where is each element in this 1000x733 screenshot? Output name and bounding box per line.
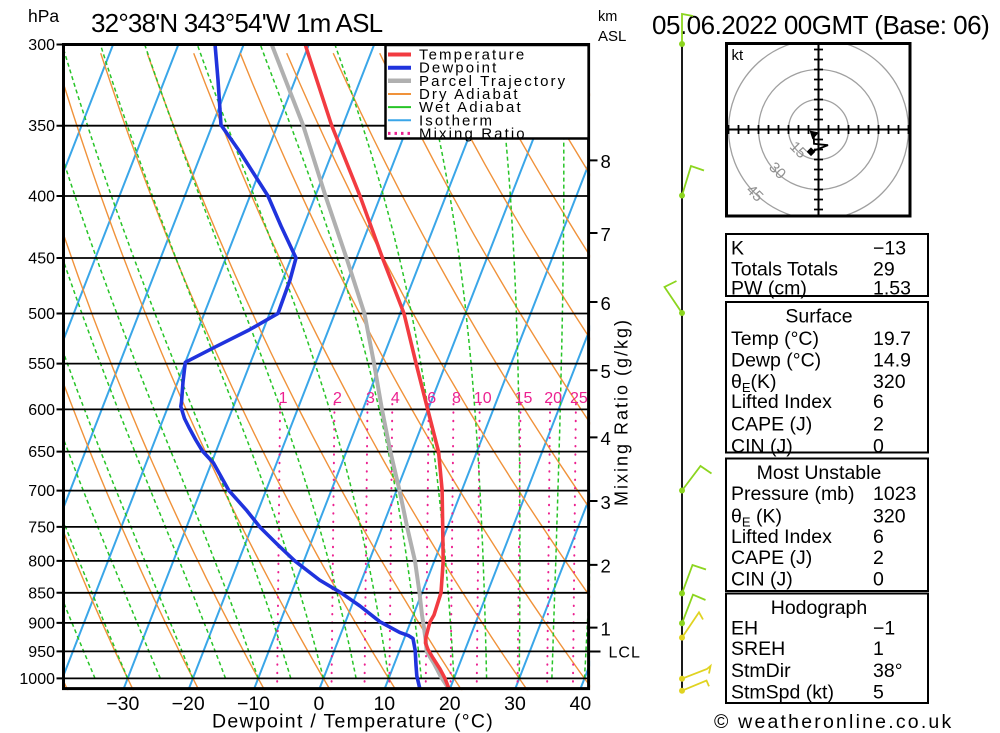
svg-text:Dewp (°C): Dewp (°C) (731, 350, 821, 372)
svg-text:500: 500 (28, 306, 55, 323)
svg-text:800: 800 (28, 553, 55, 570)
svg-text:CAPE (J): CAPE (J) (731, 414, 812, 436)
svg-text:StmSpd (kt): StmSpd (kt) (731, 681, 834, 703)
svg-text:450: 450 (28, 251, 55, 268)
svg-text:6: 6 (873, 391, 884, 413)
svg-text:14.9: 14.9 (873, 350, 911, 372)
svg-text:850: 850 (28, 585, 55, 602)
svg-text:0: 0 (873, 569, 884, 591)
svg-text:−10: −10 (237, 693, 270, 715)
svg-text:0: 0 (313, 693, 324, 715)
svg-text:900: 900 (28, 615, 55, 632)
svg-text:θE (K): θE (K) (731, 506, 782, 530)
svg-text:20: 20 (439, 693, 461, 715)
svg-text:Temp (°C): Temp (°C) (731, 328, 819, 350)
svg-text:SREH: SREH (731, 638, 785, 660)
svg-text:2: 2 (873, 414, 884, 436)
svg-text:hPa: hPa (28, 6, 59, 26)
svg-text:−30: −30 (106, 693, 139, 715)
svg-text:PW (cm): PW (cm) (731, 278, 807, 300)
svg-text:θE(K): θE(K) (731, 371, 777, 395)
svg-text:700: 700 (28, 483, 55, 500)
svg-text:0: 0 (873, 435, 884, 457)
svg-text:LCL: LCL (609, 645, 641, 662)
svg-text:1: 1 (601, 618, 611, 639)
svg-text:15: 15 (515, 390, 533, 407)
svg-text:4: 4 (391, 390, 400, 407)
svg-text:1023: 1023 (873, 483, 916, 505)
svg-text:Pressure (mb): Pressure (mb) (731, 483, 855, 505)
svg-text:8: 8 (601, 151, 611, 172)
svg-text:7: 7 (601, 224, 611, 245)
svg-text:Lifted Index: Lifted Index (731, 526, 832, 548)
svg-text:32°38'N 343°54'W 1m ASL: 32°38'N 343°54'W 1m ASL (91, 8, 383, 38)
svg-text:Wet Adiabat: Wet Adiabat (419, 99, 523, 116)
svg-text:400: 400 (28, 189, 55, 206)
svg-text:CAPE (J): CAPE (J) (731, 547, 812, 569)
svg-text:Dewpoint: Dewpoint (419, 60, 498, 77)
svg-text:3: 3 (366, 390, 375, 407)
svg-text:Isotherm: Isotherm (419, 112, 494, 129)
svg-text:350: 350 (28, 118, 55, 135)
svg-text:4: 4 (601, 428, 611, 449)
svg-text:30: 30 (504, 693, 526, 715)
svg-text:EH: EH (731, 618, 758, 640)
svg-text:3: 3 (601, 492, 611, 513)
svg-text:25: 25 (570, 390, 588, 407)
svg-text:19.7: 19.7 (873, 328, 911, 350)
svg-text:K: K (731, 237, 744, 259)
svg-text:Lifted Index: Lifted Index (731, 391, 832, 413)
svg-text:320: 320 (873, 371, 906, 393)
svg-text:−13: −13 (873, 237, 906, 259)
svg-text:−1: −1 (873, 618, 895, 640)
svg-text:8: 8 (452, 390, 461, 407)
svg-text:5: 5 (601, 361, 611, 382)
svg-text:CIN (J): CIN (J) (731, 569, 793, 591)
svg-text:600: 600 (28, 402, 55, 419)
svg-text:5: 5 (873, 681, 884, 703)
svg-text:6: 6 (427, 390, 436, 407)
svg-text:1000: 1000 (19, 671, 55, 688)
svg-text:750: 750 (28, 519, 55, 536)
svg-text:20: 20 (544, 390, 562, 407)
svg-text:950: 950 (28, 644, 55, 661)
svg-text:Totals Totals: Totals Totals (731, 258, 838, 280)
svg-text:StmDir: StmDir (731, 660, 791, 682)
svg-text:Surface: Surface (785, 306, 852, 328)
svg-text:1: 1 (279, 390, 288, 407)
svg-text:29: 29 (873, 258, 895, 280)
svg-text:km: km (598, 9, 617, 25)
svg-text:1: 1 (873, 638, 884, 660)
svg-text:Mixing Ratio (g/kg): Mixing Ratio (g/kg) (612, 318, 632, 506)
svg-text:kt: kt (732, 47, 745, 64)
svg-text:300: 300 (28, 37, 55, 54)
svg-text:2: 2 (333, 390, 342, 407)
svg-text:10: 10 (474, 390, 492, 407)
svg-text:−20: −20 (172, 693, 205, 715)
svg-text:Hodograph: Hodograph (771, 597, 868, 619)
svg-text:ASL: ASL (598, 28, 626, 45)
svg-text:10: 10 (373, 693, 395, 715)
svg-text:40: 40 (570, 693, 592, 715)
svg-text:Temperature: Temperature (419, 47, 526, 64)
svg-text:320: 320 (873, 506, 906, 528)
svg-text:Mixing Ratio: Mixing Ratio (419, 125, 527, 142)
svg-text:© weatheronline.co.uk: © weatheronline.co.uk (714, 711, 953, 733)
svg-text:550: 550 (28, 356, 55, 373)
svg-text:6: 6 (873, 526, 884, 548)
svg-text:Most Unstable: Most Unstable (757, 462, 882, 484)
svg-text:2: 2 (601, 556, 611, 577)
svg-text:Dewpoint / Temperature (°C): Dewpoint / Temperature (°C) (212, 711, 494, 733)
svg-text:1.53: 1.53 (873, 278, 911, 300)
svg-text:Parcel Trajectory: Parcel Trajectory (419, 73, 567, 90)
svg-text:CIN (J): CIN (J) (731, 435, 793, 457)
svg-text:05.06.2022 00GMT (Base: 06): 05.06.2022 00GMT (Base: 06) (652, 10, 989, 40)
svg-text:2: 2 (873, 547, 884, 569)
svg-text:6: 6 (601, 293, 611, 314)
svg-text:38°: 38° (873, 660, 903, 682)
svg-text:650: 650 (28, 444, 55, 461)
svg-text:Dry Adiabat: Dry Adiabat (419, 86, 520, 103)
